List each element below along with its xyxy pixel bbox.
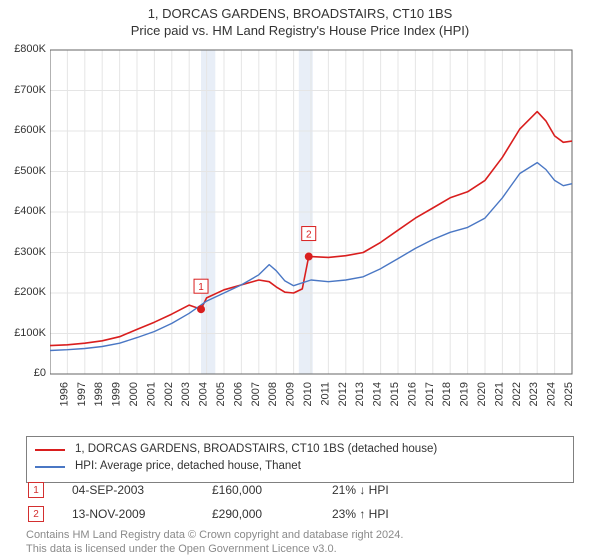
svg-text:2003: 2003: [180, 382, 192, 406]
chart-subtitle: Price paid vs. HM Land Registry's House …: [0, 23, 600, 38]
legend-label-hpi: HPI: Average price, detached house, Than…: [75, 458, 301, 475]
chart-plot: 1219951996199719981999200020012002200320…: [50, 46, 580, 386]
footer-attribution: Contains HM Land Registry data © Crown c…: [26, 528, 574, 557]
svg-text:2024: 2024: [546, 382, 558, 406]
y-tick-label: £0: [2, 367, 46, 379]
svg-text:2014: 2014: [372, 382, 384, 406]
y-tick-label: £500K: [2, 165, 46, 177]
svg-text:2009: 2009: [285, 382, 297, 406]
svg-text:2021: 2021: [493, 382, 505, 406]
svg-text:2015: 2015: [389, 382, 401, 406]
chart-container: 1, DORCAS GARDENS, BROADSTAIRS, CT10 1BS…: [0, 0, 600, 560]
marker-diff: 21% ↓ HPI: [332, 483, 452, 497]
legend-row-property: 1, DORCAS GARDENS, BROADSTAIRS, CT10 1BS…: [35, 441, 565, 458]
marker-diff: 23% ↑ HPI: [332, 507, 452, 521]
svg-text:2008: 2008: [267, 382, 279, 406]
y-tick-label: £200K: [2, 286, 46, 298]
legend-row-hpi: HPI: Average price, detached house, Than…: [35, 458, 565, 475]
address-title: 1, DORCAS GARDENS, BROADSTAIRS, CT10 1BS: [0, 6, 600, 21]
svg-text:2013: 2013: [354, 382, 366, 406]
svg-text:1: 1: [198, 282, 204, 293]
svg-text:2025: 2025: [563, 382, 575, 406]
svg-text:2004: 2004: [198, 382, 210, 406]
svg-text:1995: 1995: [50, 382, 53, 406]
svg-text:1996: 1996: [58, 382, 70, 406]
svg-text:2000: 2000: [128, 382, 140, 406]
y-tick-label: £700K: [2, 84, 46, 96]
svg-text:2: 2: [306, 230, 312, 241]
legend-swatch-hpi: [35, 466, 65, 468]
legend-label-property: 1, DORCAS GARDENS, BROADSTAIRS, CT10 1BS…: [75, 441, 437, 458]
chart-svg: 1 2 1995 1996 1997 1998 1999 2000 2001 2002 2003 20…: [50, 46, 580, 426]
marker-price: £290,000: [212, 507, 332, 521]
svg-text:2005: 2005: [215, 382, 227, 406]
svg-text:2019: 2019: [459, 382, 471, 406]
svg-text:2023: 2023: [528, 382, 540, 406]
svg-text:2002: 2002: [163, 382, 175, 406]
svg-text:2001: 2001: [145, 382, 157, 406]
legend-swatch-property: [35, 449, 65, 451]
svg-text:2012: 2012: [337, 382, 349, 406]
marker-row: 2 13-NOV-2009 £290,000 23% ↑ HPI: [26, 502, 574, 526]
svg-text:2018: 2018: [441, 382, 453, 406]
marker-badge-1: 1: [28, 482, 44, 498]
titles: 1, DORCAS GARDENS, BROADSTAIRS, CT10 1BS…: [0, 0, 600, 38]
y-tick-label: £800K: [2, 43, 46, 55]
svg-text:2010: 2010: [302, 382, 314, 406]
svg-text:1999: 1999: [111, 382, 123, 406]
marker-date: 13-NOV-2009: [44, 507, 212, 521]
marker-date: 04-SEP-2003: [44, 483, 212, 497]
y-tick-label: £600K: [2, 124, 46, 136]
svg-text:2016: 2016: [406, 382, 418, 406]
svg-text:2020: 2020: [476, 382, 488, 406]
svg-text:2007: 2007: [250, 382, 262, 406]
svg-text:2017: 2017: [424, 382, 436, 406]
legend: 1, DORCAS GARDENS, BROADSTAIRS, CT10 1BS…: [26, 436, 574, 483]
svg-text:1998: 1998: [93, 382, 105, 406]
footer-line2: This data is licensed under the Open Gov…: [26, 542, 574, 556]
marker-row: 1 04-SEP-2003 £160,000 21% ↓ HPI: [26, 478, 574, 502]
svg-text:1997: 1997: [76, 382, 88, 406]
svg-text:2011: 2011: [319, 382, 331, 406]
y-tick-label: £400K: [2, 205, 46, 217]
y-tick-label: £300K: [2, 246, 46, 258]
svg-text:2006: 2006: [232, 382, 244, 406]
markers-table: 1 04-SEP-2003 £160,000 21% ↓ HPI 2 13-NO…: [26, 478, 574, 526]
svg-text:2022: 2022: [511, 382, 523, 406]
y-tick-label: £100K: [2, 327, 46, 339]
footer-line1: Contains HM Land Registry data © Crown c…: [26, 528, 574, 542]
marker-badge-2: 2: [28, 506, 44, 522]
marker-price: £160,000: [212, 483, 332, 497]
